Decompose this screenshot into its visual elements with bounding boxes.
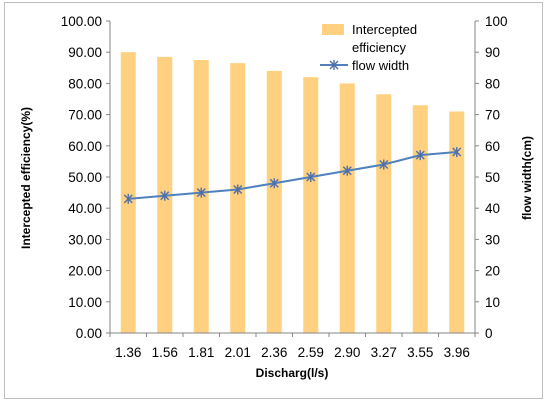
flow-width-marker: [452, 147, 462, 158]
y-left-tick-label: 90.00: [68, 45, 102, 60]
legend-label-flow-width: flow width: [352, 58, 409, 73]
legend-marker-flow-width: [329, 60, 339, 70]
x-tick-label: 3.55: [407, 345, 433, 360]
x-tick-label: 3.27: [371, 345, 397, 360]
x-tick-label: 2.01: [225, 345, 251, 360]
bar: [266, 70, 282, 334]
legend-label-efficiency: Intercepted: [352, 22, 417, 37]
flow-width-marker: [123, 193, 133, 204]
y-right-tick-label: 80: [485, 76, 500, 91]
y-axis-right-title: flow width(cm): [520, 136, 534, 220]
y-right-tick-label: 40: [485, 201, 500, 216]
y-axis-left-title: Intercepted efficiency(%): [19, 107, 33, 249]
y-left-tick-label: 40.00: [68, 201, 102, 216]
x-tick-label: 1.56: [152, 345, 178, 360]
y-left-tick-label: 60.00: [68, 139, 102, 154]
right-axis-ticks: 0 10 20 30 40 50 60 70 80 90 100: [475, 14, 508, 341]
legend-asterisk: [329, 60, 339, 70]
flow-width-marker: [415, 150, 425, 161]
x-tick-label: 1.36: [115, 345, 141, 360]
y-left-tick-label: 80.00: [68, 76, 102, 91]
y-left-tick-label: 20.00: [68, 264, 102, 279]
x-tick-label: 1.81: [188, 345, 214, 360]
y-right-tick-label: 0: [485, 326, 493, 341]
flow-width-marker: [233, 184, 243, 195]
flow-width-marker: [269, 178, 279, 189]
y-right-tick-label: 60: [485, 139, 500, 154]
y-left-tick-label: 0.00: [76, 326, 102, 341]
bar: [449, 111, 465, 333]
x-tick-label: 3.96: [444, 345, 470, 360]
bar: [230, 63, 246, 334]
x-tick-label: 2.59: [298, 345, 324, 360]
left-axis-ticks: 0.00 10.00 20.00 30.00 40.00 50.00 60.00 70.00 8…: [61, 14, 110, 341]
x-tick-label: 2.36: [261, 345, 287, 360]
y-right-tick-label: 30: [485, 232, 500, 247]
x-axis-ticks: 1.36 1.56 1.81 2.01 2.36 2.59 2.90 3.27 3.55 3.96: [109, 333, 476, 360]
legend-swatch-efficiency: [322, 24, 344, 35]
bar: [120, 52, 136, 333]
bar-series: [120, 52, 465, 334]
flow-width-marker: [196, 187, 206, 198]
y-left-tick-label: 70.00: [68, 108, 102, 123]
flow-width-marker: [342, 165, 352, 176]
y-right-tick-label: 50: [485, 170, 500, 185]
legend: Intercepted efficiency flow width: [320, 22, 417, 73]
y-right-tick-label: 90: [485, 45, 500, 60]
y-left-tick-label: 30.00: [68, 232, 102, 247]
flow-width-marker: [160, 190, 170, 201]
flow-width-line: [128, 151, 457, 200]
y-right-tick-label: 70: [485, 108, 500, 123]
bar: [412, 105, 428, 334]
y-right-tick-label: 100: [485, 14, 508, 29]
line-series: [123, 147, 462, 204]
x-axis-title: Discharg(l/s): [256, 366, 329, 380]
legend-label-efficiency-line2: efficiency: [352, 40, 406, 55]
x-tick-label: 2.90: [334, 345, 360, 360]
bar: [339, 83, 355, 334]
y-right-tick-label: 20: [485, 264, 500, 279]
y-left-tick-label: 50.00: [68, 170, 102, 185]
flow-width-marker: [379, 159, 389, 170]
y-left-tick-label: 100.00: [61, 14, 102, 29]
flow-width-marker: [306, 172, 316, 182]
y-right-tick-label: 10: [485, 295, 500, 310]
bar: [303, 77, 319, 333]
y-left-tick-label: 10.00: [68, 295, 102, 310]
bar: [376, 94, 392, 333]
